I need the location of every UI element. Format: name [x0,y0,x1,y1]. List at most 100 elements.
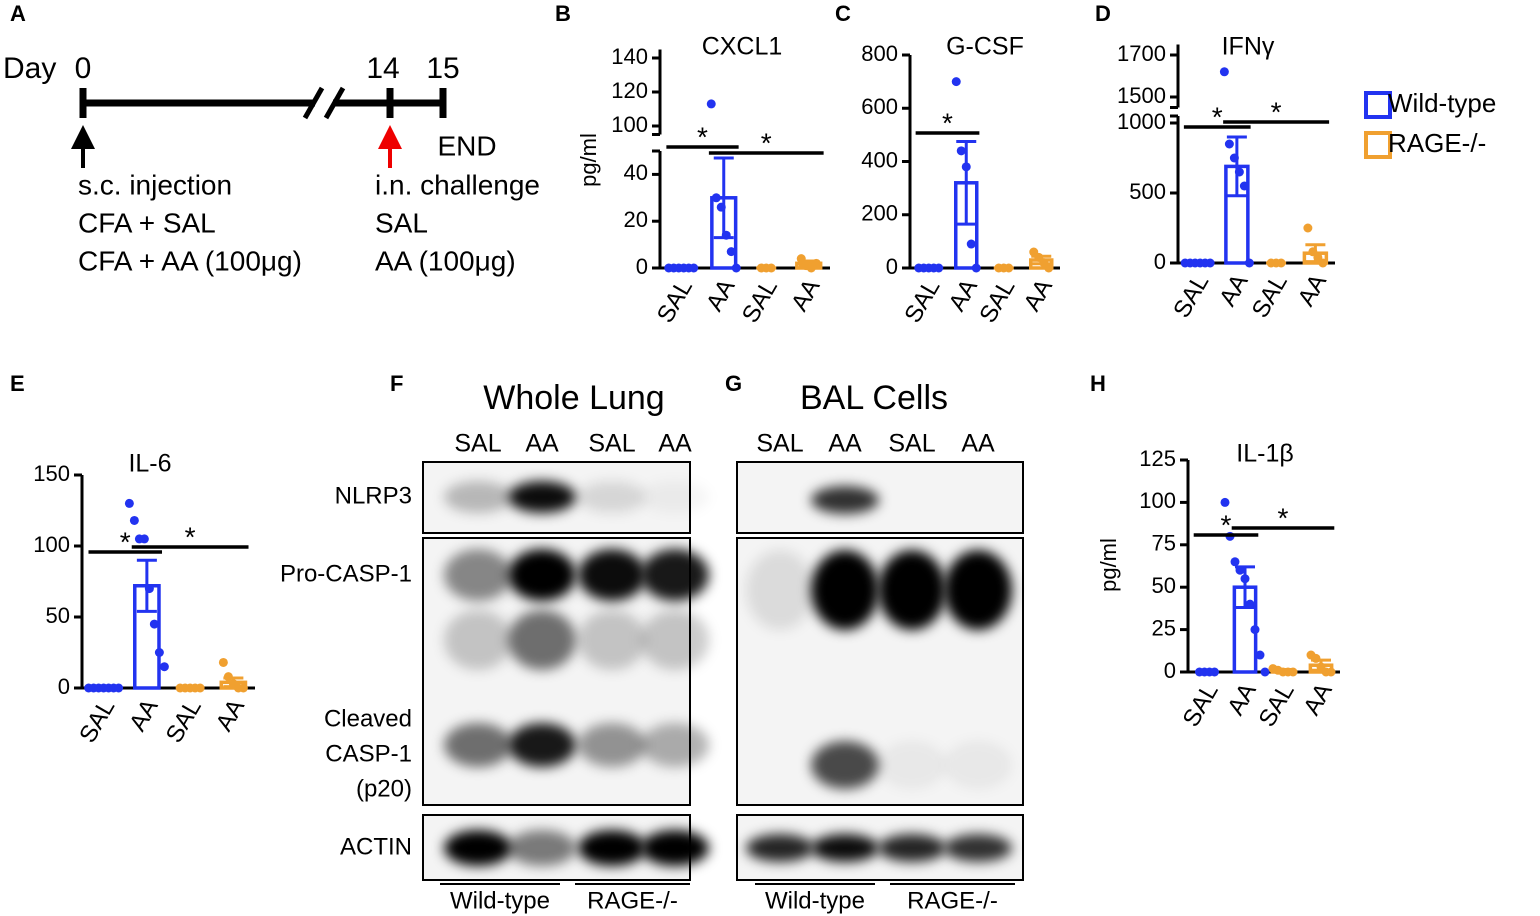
data-point [716,202,726,212]
blot-band [746,834,814,862]
timeline-text: i.n. challenge [375,169,540,200]
x-tick-label: SAL [652,275,698,328]
blot-band [641,830,709,866]
panel-labels: A B C D E F G H [10,1,1111,396]
row-label: ACTIN [340,833,412,860]
y-tick-label: 100 [33,532,70,557]
blot-band [578,723,646,767]
data-point [966,239,976,249]
blot-band [944,834,1012,862]
x-tick-label: SAL [1168,270,1214,323]
data-point [238,683,248,693]
significance-label: * [697,121,708,152]
data-point [154,648,164,657]
significance-label: * [942,107,953,138]
x-tick-label: SAL [74,695,120,748]
row-label: Cleaved [324,705,412,732]
blot-band [444,549,512,601]
chart-title: IL-1β [1236,440,1293,468]
y-tick-label: 125 [1139,446,1176,471]
blot-band [944,550,1012,630]
blot-band [811,741,879,789]
y-tick-label: 120 [611,78,648,103]
blot-title: BAL Cells [800,379,948,417]
significance-label: * [120,526,131,557]
y-tick-label: 50 [1152,573,1176,598]
legend-label: Wild-type [1388,88,1496,118]
data-point [1235,565,1245,575]
x-tick-label: SAL [161,695,207,748]
data-point [1303,223,1313,233]
blot-band [878,834,946,862]
significance-label: * [1271,96,1282,127]
panel-letter: C [835,1,851,26]
data-point [1224,139,1234,149]
y-tick-label: 800 [861,41,898,66]
data-point [1219,67,1229,77]
data-point [1239,181,1249,191]
data-point [218,657,228,667]
y-tick-label: 150 [33,461,70,486]
blot-band [944,741,1012,789]
data-point [1230,557,1240,567]
timeline-text: CFA + AA (100μg) [78,245,302,276]
lane-label: SAL [756,430,803,458]
y-tick-label: 25 [1152,615,1176,640]
blot-band [811,486,879,514]
x-tick-label: AA [1019,275,1058,316]
blot-band [578,549,646,601]
blot-band [444,723,512,767]
y-tick-label: 100 [611,112,648,137]
data-point [1234,167,1244,177]
timeline-text: AA (100μg) [375,245,516,276]
significance-label: * [1212,101,1223,132]
blot-band [508,549,576,601]
data-point [706,99,716,109]
x-tick-label: SAL [1247,270,1293,323]
chart-title: IL-6 [128,450,171,478]
row-label: CASP-1 [325,740,412,767]
x-tick-label: AA [124,695,163,736]
lane-label: AA [828,430,862,458]
chart-title: CXCL1 [702,33,783,61]
blot-band [444,481,512,513]
data-point [1255,650,1265,660]
lane-label: AA [961,430,995,458]
data-point [1288,667,1298,677]
data-point [139,534,149,544]
chart-title: IFNγ [1222,33,1275,61]
blot-band [508,481,576,513]
blot-band [508,723,576,767]
blot-band [444,610,512,670]
blot-band [641,481,709,513]
x-tick-label: SAL [1254,679,1300,732]
timeline-text: CFA + SAL [78,207,216,238]
day: 0 [75,52,92,85]
data-point [1229,153,1239,163]
blot-band [444,830,512,866]
y-tick-label: 1000 [1117,109,1166,134]
blot-frame [736,461,1024,534]
timeline: Day 0 14 15 END s.c. injection CFA + SAL… [3,52,540,276]
data-point [971,263,981,273]
break-mark [302,86,325,120]
x-tick-label: SAL [737,275,783,328]
x-tick-label: SAL [974,275,1020,328]
data-point [129,515,139,525]
day-label: Day [3,52,56,85]
legend-swatch [1364,91,1392,119]
y-tick-label: 20 [624,207,648,232]
x-tick-label: SAL [1178,679,1224,732]
row-label: NLRP3 [335,482,412,509]
blot-band [641,549,709,601]
data-point [1260,667,1270,677]
data-point [159,662,169,672]
x-tick-label: SAL [899,275,945,328]
y-tick-label: 200 [861,201,898,226]
timeline-text: SAL [375,207,428,238]
group-label: Wild-type [450,887,550,914]
group-label: RAGE-/- [587,887,678,914]
